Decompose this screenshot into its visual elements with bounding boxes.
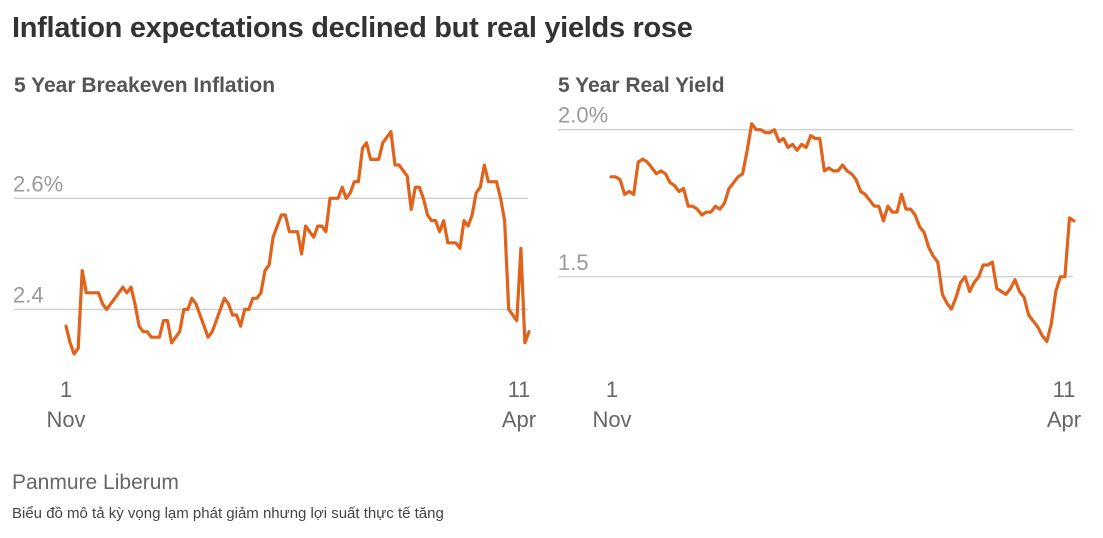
real-yield-x-tick-month-0: Nov — [592, 407, 631, 432]
breakeven-x-tick-month-0: Nov — [46, 407, 85, 432]
chart-title: Inflation expectations declined but real… — [12, 12, 693, 44]
real-yield-x-tick-day-1: 11 — [1053, 377, 1076, 402]
breakeven-x-tick-month-1: Apr — [502, 407, 536, 432]
breakeven-x-tick-day-0: 1 — [60, 377, 72, 402]
breakeven-x-tick-day-1: 11 — [508, 377, 531, 402]
real-yield-x-tick-month-1: Apr — [1047, 407, 1081, 432]
real-yield-chart-title: 5 Year Real Yield — [558, 74, 725, 97]
real-yield-y-tick-label-1: 2.0% — [558, 103, 608, 128]
real-yield-y-tick-label-0: 1.5 — [558, 250, 589, 275]
breakeven-y-tick-label-1: 2.6% — [13, 171, 63, 196]
real-yield-x-tick-day-0: 1 — [606, 377, 618, 402]
breakeven-y-tick-label-0: 2.4 — [13, 282, 44, 307]
source-label: Panmure Liberum — [12, 471, 179, 494]
breakeven-chart-title: 5 Year Breakeven Inflation — [14, 74, 276, 97]
chart-caption: Biểu đồ mô tả kỳ vọng lạm phát giảm nhưn… — [12, 505, 444, 522]
real-yield-series-line-0 — [609, 122, 1076, 344]
breakeven-series-line-0 — [64, 130, 531, 356]
